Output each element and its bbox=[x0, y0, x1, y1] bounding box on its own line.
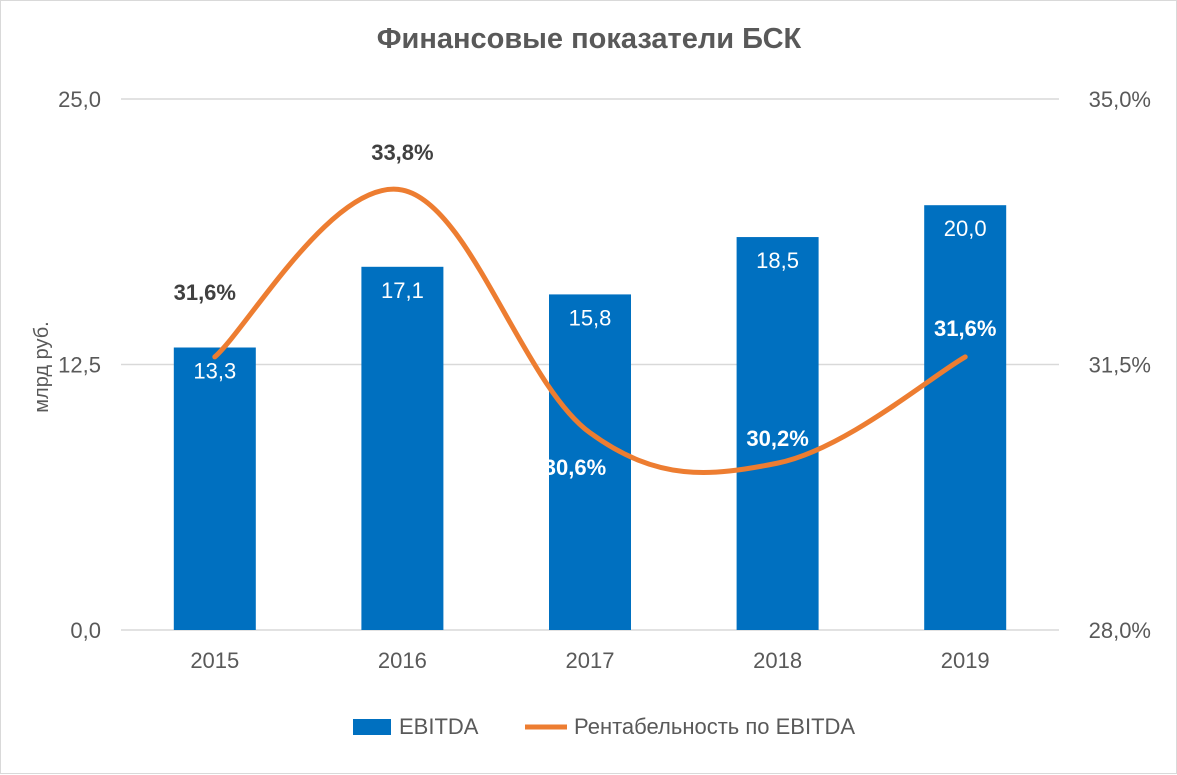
y-axis-label: млрд руб. bbox=[31, 321, 53, 412]
bar-value-label: 15,8 bbox=[569, 305, 612, 330]
x-tick-label: 2018 bbox=[753, 648, 802, 673]
bar-value-label: 20,0 bbox=[944, 216, 987, 241]
y-tick-label: 0,0 bbox=[70, 618, 101, 643]
y2-tick-label: 31,5% bbox=[1089, 353, 1151, 378]
legend-label-ebitda: EBITDA bbox=[399, 714, 479, 739]
line-value-label: 31,6% bbox=[174, 280, 236, 305]
x-tick-label: 2019 bbox=[941, 648, 990, 673]
legend-swatch-ebitda bbox=[353, 719, 391, 735]
line-value-label: 30,6% bbox=[544, 455, 606, 480]
y2-tick-label: 28,0% bbox=[1089, 618, 1151, 643]
legend-label-margin: Рентабельность по EBITDA bbox=[574, 714, 855, 739]
x-tick-label: 2017 bbox=[566, 648, 615, 673]
y-tick-label: 25,0 bbox=[58, 87, 101, 112]
line-value-label: 31,6% bbox=[934, 316, 996, 341]
y-tick-label: 12,5 bbox=[58, 353, 101, 378]
line-value-label: 30,2% bbox=[746, 426, 808, 451]
x-tick-label: 2015 bbox=[190, 648, 239, 673]
bar-ebitda bbox=[174, 348, 256, 630]
x-tick-label: 2016 bbox=[378, 648, 427, 673]
bar-value-label: 17,1 bbox=[381, 278, 424, 303]
bar-ebitda bbox=[361, 267, 443, 630]
bar-value-label: 18,5 bbox=[756, 248, 799, 273]
legend: EBITDA Рентабельность по EBITDA bbox=[353, 714, 855, 739]
chart-title: Финансовые показатели БСК bbox=[377, 23, 802, 55]
y2-tick-label: 35,0% bbox=[1089, 87, 1151, 112]
bar-ebitda bbox=[924, 205, 1006, 630]
bar-value-label: 13,3 bbox=[193, 359, 236, 384]
line-value-label: 33,8% bbox=[371, 140, 433, 165]
